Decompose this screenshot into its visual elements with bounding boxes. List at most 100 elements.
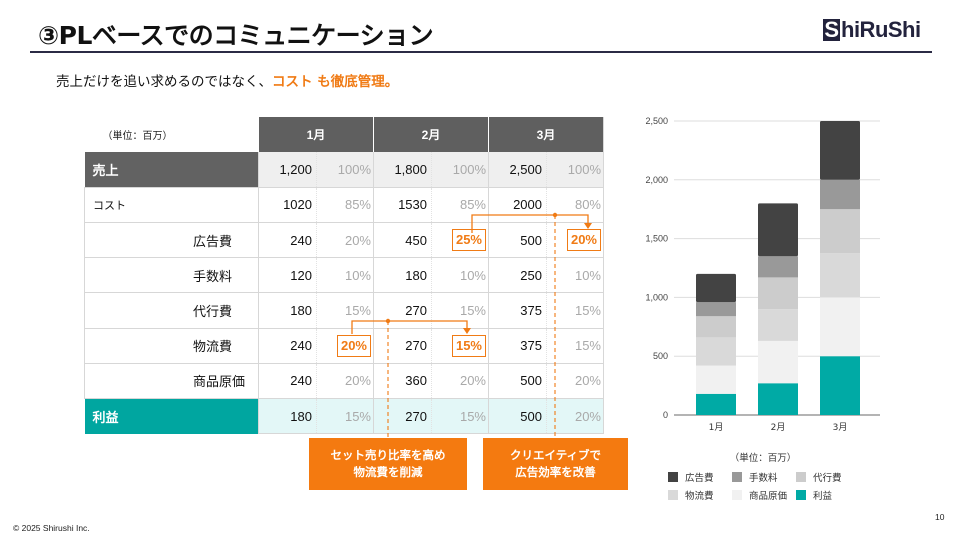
ratio-cell: 15%	[546, 292, 604, 329]
legend-item: 手数料	[732, 470, 796, 484]
ratio-cell: 15%	[316, 292, 374, 329]
bar-segment-3-0	[820, 356, 860, 415]
legend-swatch	[796, 490, 806, 500]
ratio-cell: 20%	[546, 398, 604, 435]
table-row: 代行費 180 15% 270 15% 375 15%	[84, 292, 604, 329]
amount-cell: 240	[258, 222, 317, 259]
callout-advertising-line2: 広告効率を改善	[515, 465, 596, 479]
legend-label: 広告費	[685, 473, 714, 484]
amount-cell: 270	[373, 292, 432, 329]
table-row: 物流費 240 20% 270 15% 375 15%	[84, 328, 604, 364]
amount-cell: 2000	[488, 187, 547, 224]
legend-swatch	[732, 472, 742, 482]
ratio-cell-highlight: 25%	[431, 222, 489, 259]
table-row: 広告費 240 20% 450 25% 500 20%	[84, 222, 604, 259]
amount-cell: 250	[488, 257, 547, 294]
amount-cell: 240	[258, 363, 317, 400]
month-header: 2月	[373, 117, 489, 153]
ratio-cell: 80%	[546, 187, 604, 224]
row-label: 売上	[84, 152, 259, 188]
y-tick-label: 2,500	[645, 116, 668, 126]
amount-cell: 180	[373, 257, 432, 294]
table-row: 商品原価 240 20% 360 20% 500 20%	[84, 363, 604, 400]
ratio-cell: 15%	[431, 398, 489, 435]
ratio-cell: 85%	[431, 187, 489, 224]
ratio-cell: 10%	[316, 257, 374, 294]
amount-cell: 375	[488, 292, 547, 329]
subtitle-text: 売上だけを追い求めるのではなく、	[56, 74, 272, 90]
bar-segment-3-5	[820, 121, 860, 180]
y-tick-label: 2,000	[645, 175, 668, 185]
ratio-cell-highlight: 15%	[431, 328, 489, 364]
y-tick-label: 1,000	[645, 292, 668, 302]
bar-segment-2-1	[758, 340, 798, 384]
ratio-cell: 15%	[431, 292, 489, 329]
ratio-cell: 100%	[546, 152, 604, 188]
shirushi-logo: S hiRuShi	[823, 17, 921, 43]
ratio-cell: 85%	[316, 187, 374, 224]
legend-swatch	[668, 472, 678, 482]
legend-label: 代行費	[813, 473, 842, 484]
legend-item: 商品原価	[732, 488, 796, 502]
bar-segment-1-1	[696, 365, 736, 394]
x-tick-label: 2月	[771, 422, 786, 433]
logo-text: hiRuShi	[841, 17, 921, 42]
amount-cell: 240	[258, 328, 317, 364]
table-row: 利益 180 15% 270 15% 500 20%	[84, 398, 604, 435]
amount-cell: 120	[258, 257, 317, 294]
row-label: 代行費	[84, 292, 259, 329]
bar-segment-2-5	[758, 203, 798, 257]
copyright: © 2025 Shirushi Inc.	[13, 523, 90, 533]
highlighted-ratio: 20%	[336, 334, 371, 357]
title-divider	[30, 51, 932, 53]
amount-cell: 500	[488, 398, 547, 435]
y-tick-label: 1,500	[645, 234, 668, 244]
callout-logistics: セット売り比率を高め 物流費を削減	[309, 438, 467, 490]
amount-cell: 450	[373, 222, 432, 259]
table-row: コスト 1020 85% 1530 85% 2000 80%	[84, 187, 604, 224]
pl-table: （単位：百万） 1月 2月 3月 売上 1,200 100% 1,800 100% 2,500 10…	[84, 117, 604, 435]
legend-item: 利益	[796, 488, 860, 502]
highlighted-ratio: 20%	[566, 229, 601, 252]
bar-segment-3-3	[820, 209, 860, 254]
bar-segment-1-2	[696, 337, 736, 366]
legend-swatch	[668, 490, 678, 500]
bar-segment-2-2	[758, 309, 798, 341]
ratio-cell: 15%	[316, 398, 374, 435]
page-number: 10	[935, 512, 945, 522]
amount-cell: 1530	[373, 187, 432, 224]
x-tick-label: 1月	[709, 422, 724, 433]
bar-segment-3-2	[820, 253, 860, 298]
chart-legend: （単位：百万） 広告費 手数料 代行費 物流費 商品原価 利益	[668, 450, 868, 502]
bar-segment-3-1	[820, 297, 860, 357]
row-label: 手数料	[84, 257, 259, 294]
callout-logistics-line2: 物流費を削減	[353, 465, 423, 479]
row-label: 広告費	[84, 222, 259, 259]
callout-advertising-line1: クリエイティブで	[509, 448, 602, 462]
page-title: ③PLベースでのコミュニケーション	[38, 21, 434, 50]
amount-cell: 180	[258, 398, 317, 435]
bar-segment-1-5	[696, 273, 736, 303]
month-header: 1月	[258, 117, 374, 153]
legend-label: 手数料	[749, 473, 778, 484]
bar-segment-2-4	[758, 256, 798, 278]
row-label: コスト	[84, 187, 259, 224]
table-row: 売上 1,200 100% 1,800 100% 2,500 100%	[84, 152, 604, 188]
row-label: 商品原価	[84, 363, 259, 400]
callout-logistics-line1: セット売り比率を高め	[330, 448, 446, 462]
amount-cell: 360	[373, 363, 432, 400]
y-tick-label: 0	[663, 410, 668, 420]
row-label: 物流費	[84, 328, 259, 364]
bar-segment-2-0	[758, 383, 798, 415]
amount-cell: 1,200	[258, 152, 317, 188]
ratio-cell-highlight: 20%	[546, 222, 604, 259]
amount-cell: 375	[488, 328, 547, 364]
subtitle-accent: コスト も徹底管理。	[272, 74, 399, 90]
logo-s-box: S	[823, 17, 840, 42]
table-header-row: （単位：百万） 1月 2月 3月	[85, 117, 604, 153]
bar-segment-1-0	[696, 393, 736, 415]
legend-item: 広告費	[668, 470, 732, 484]
legend-label: 物流費	[685, 491, 714, 502]
ratio-cell: 20%	[316, 222, 374, 259]
legend-label: 商品原価	[749, 491, 788, 502]
